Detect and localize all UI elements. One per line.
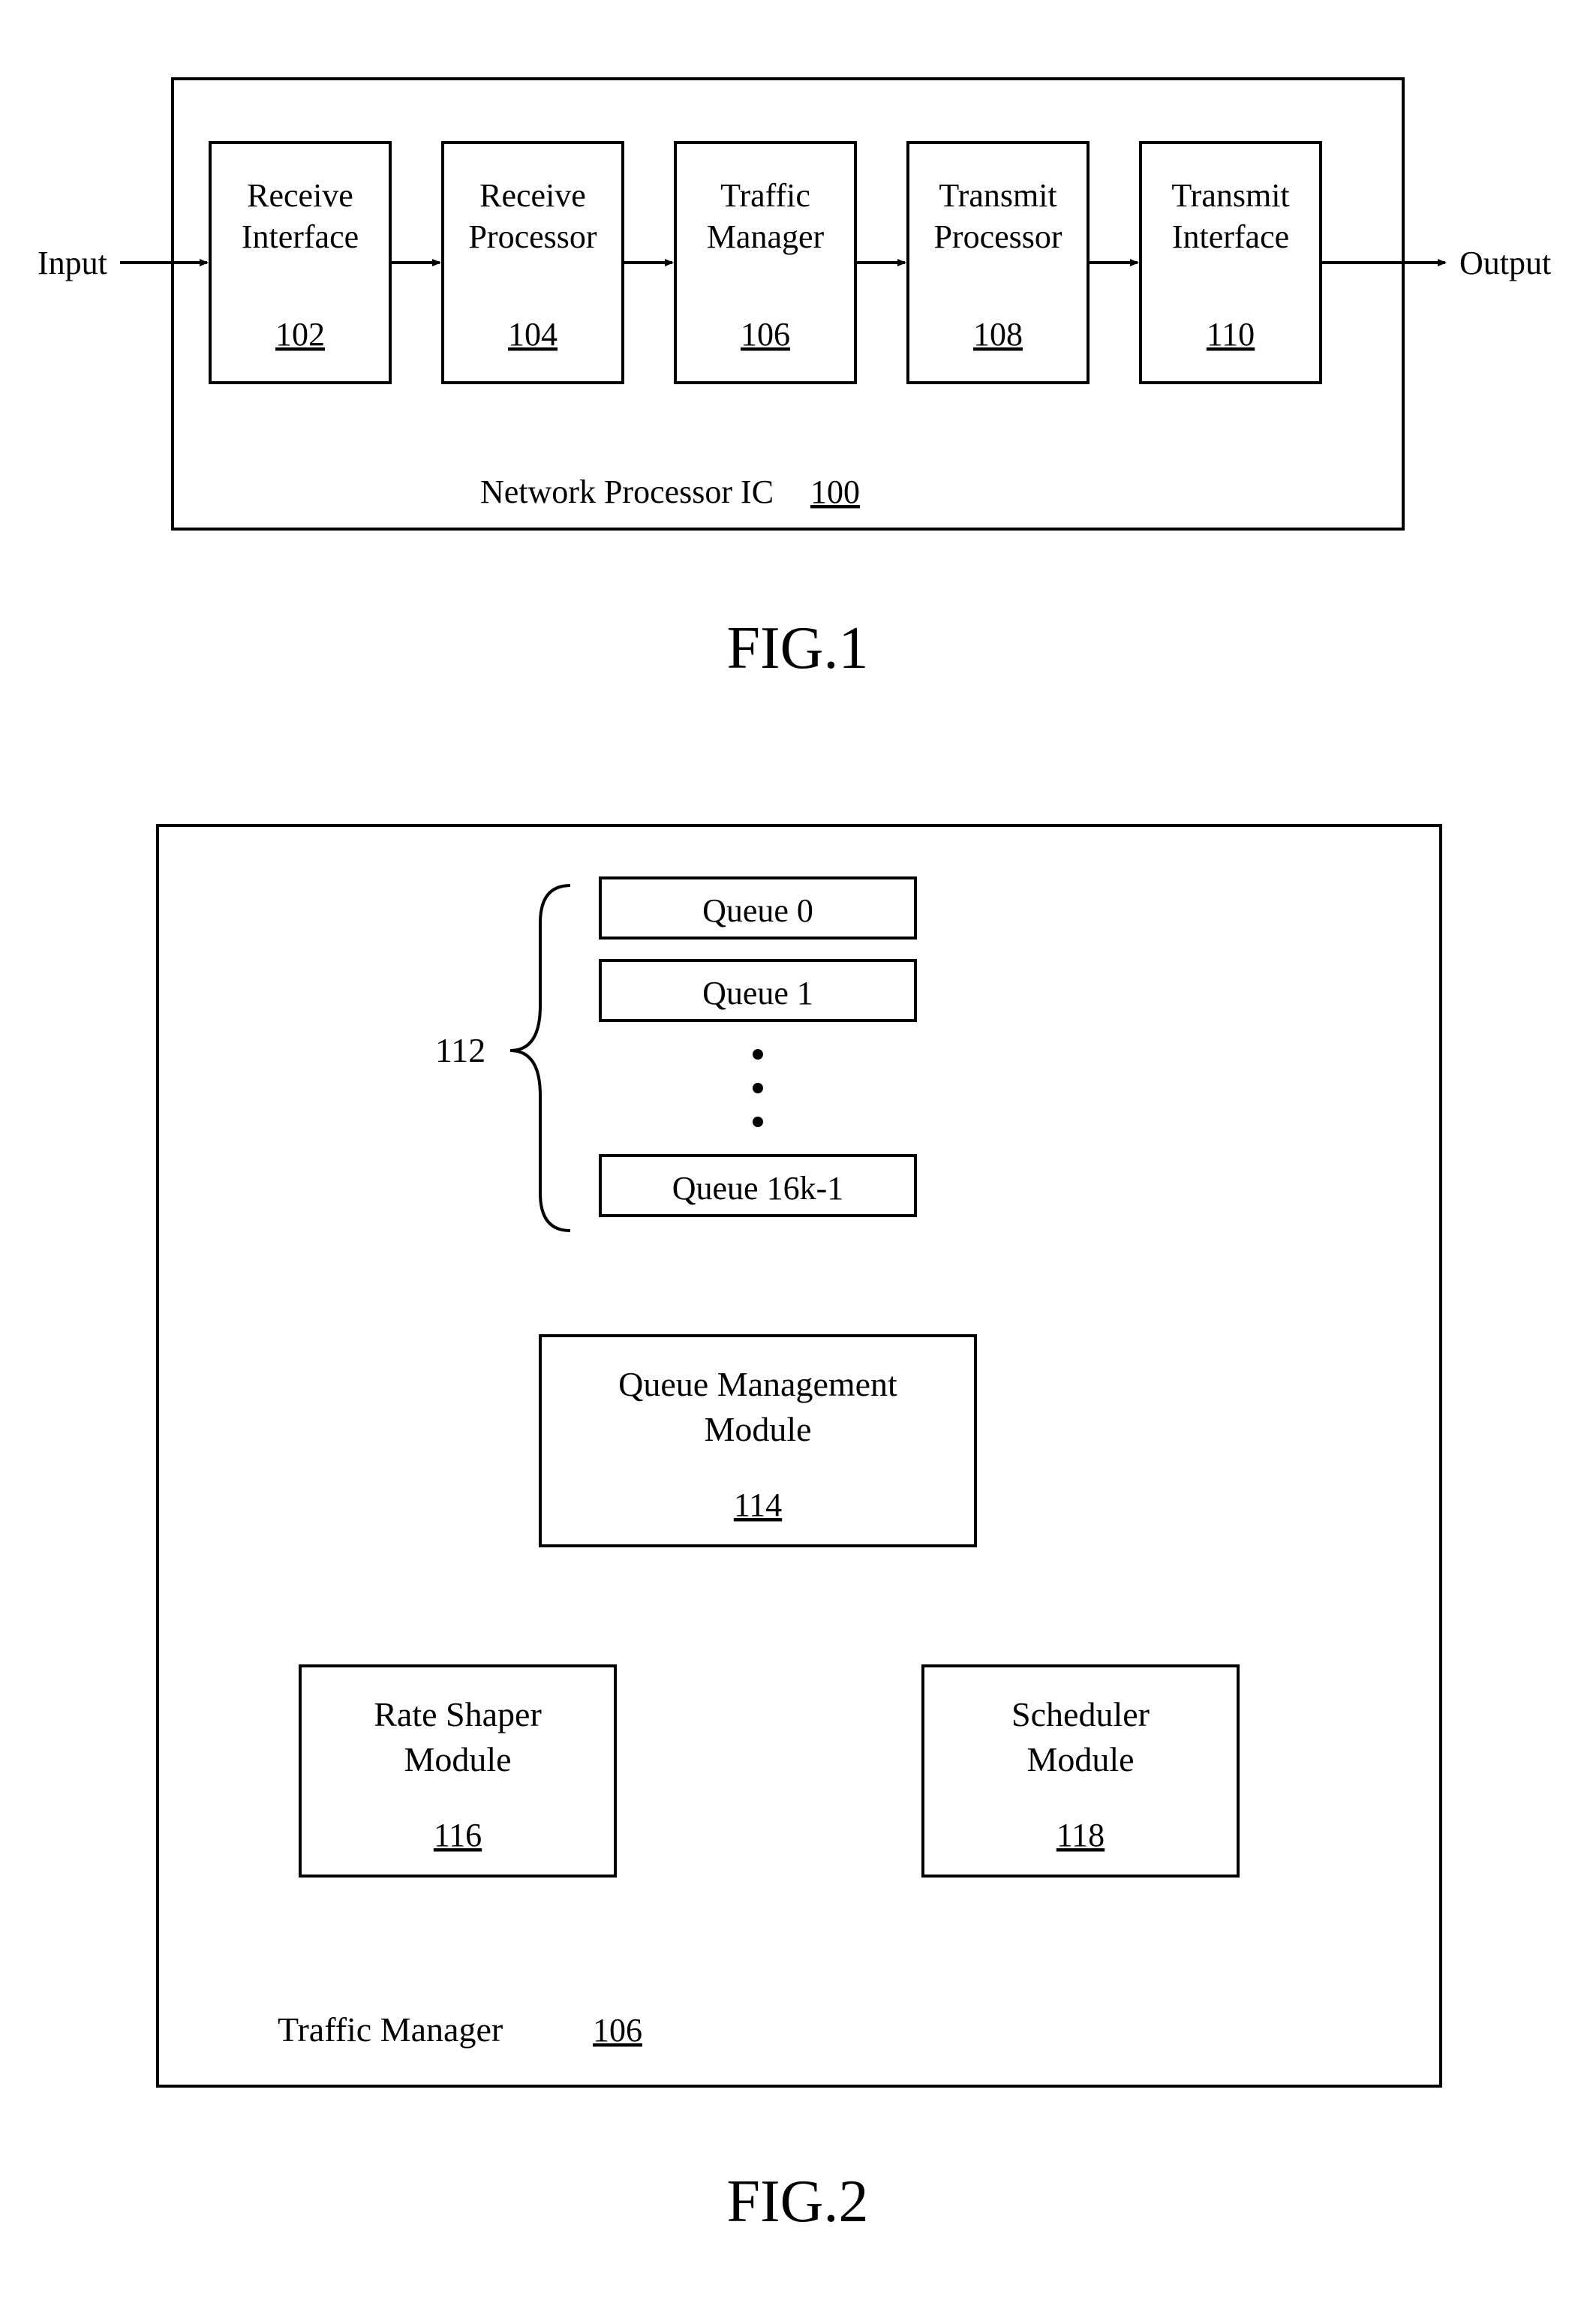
fig1-block-106-line1: Traffic bbox=[720, 177, 810, 214]
fig1-block-110-ref: 110 bbox=[1207, 316, 1255, 353]
fig2-container-label: Traffic Manager bbox=[278, 2010, 503, 2049]
fig2-module-118-line2: Module bbox=[1026, 1740, 1134, 1778]
fig1-block-104-line2: Processor bbox=[468, 218, 597, 255]
diagram-canvas: Network Processor IC 100 Input Receive I… bbox=[0, 0, 1596, 2312]
fig2-queue-1-label: Queue 1 bbox=[702, 975, 813, 1012]
fig1-container-ref: 100 bbox=[810, 474, 860, 510]
fig2-module-116-line2: Module bbox=[404, 1740, 511, 1778]
fig2-dots-icon bbox=[753, 1083, 763, 1093]
fig2-dots-icon bbox=[753, 1049, 763, 1060]
fig2-dots-icon bbox=[753, 1117, 763, 1127]
fig1-container bbox=[173, 79, 1403, 529]
fig1-block-102-ref: 102 bbox=[275, 316, 325, 353]
fig2-module-116-ref: 116 bbox=[434, 1817, 482, 1854]
fig2-module-116-line1: Rate Shaper bbox=[374, 1695, 542, 1733]
fig1-container-label: Network Processor IC bbox=[480, 474, 774, 510]
fig2-module-114-line1: Queue Management bbox=[618, 1365, 897, 1403]
fig1-block-108-line2: Processor bbox=[933, 218, 1062, 255]
fig2-module-114-line2: Module bbox=[704, 1410, 811, 1448]
fig1-block-108-ref: 108 bbox=[973, 316, 1023, 353]
fig1-block-106-line2: Manager bbox=[707, 218, 825, 255]
fig1-title: FIG.1 bbox=[727, 615, 869, 681]
fig2-container bbox=[158, 825, 1441, 2086]
fig2-queue-last-label: Queue 16k-1 bbox=[672, 1170, 844, 1207]
fig1-block-110-line1: Transmit bbox=[1171, 177, 1289, 214]
fig1-block-110-line2: Interface bbox=[1172, 218, 1289, 255]
fig1-block-108-line1: Transmit bbox=[939, 177, 1056, 214]
fig1-block-106-ref: 106 bbox=[741, 316, 790, 353]
fig1-input-label: Input bbox=[38, 245, 107, 281]
fig1-block-102-line2: Interface bbox=[242, 218, 359, 255]
fig1-block-104-line1: Receive bbox=[479, 177, 586, 214]
fig1-output-label: Output bbox=[1459, 245, 1551, 281]
fig1-block-102-line1: Receive bbox=[247, 177, 353, 214]
fig2-module-114-ref: 114 bbox=[734, 1487, 782, 1523]
fig2-module-118-line1: Scheduler bbox=[1011, 1695, 1150, 1733]
fig1-block-104-ref: 104 bbox=[508, 316, 558, 353]
fig2-queue-group-ref: 112 bbox=[435, 1031, 485, 1069]
fig2-queue-brace bbox=[510, 885, 570, 1231]
fig2-module-118-ref: 118 bbox=[1056, 1817, 1105, 1854]
fig2-title: FIG.2 bbox=[727, 2169, 869, 2235]
fig2-queue-0-label: Queue 0 bbox=[702, 892, 813, 929]
fig2-container-ref: 106 bbox=[593, 2012, 642, 2049]
